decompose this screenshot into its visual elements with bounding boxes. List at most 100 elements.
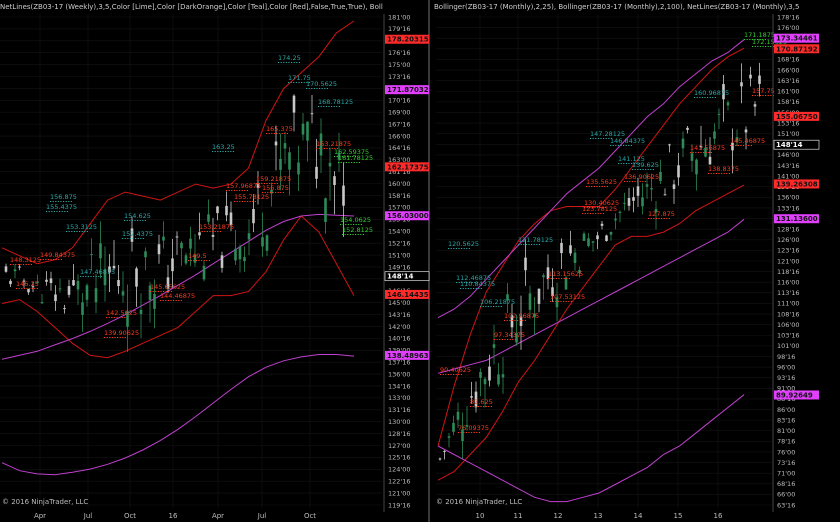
candle-body <box>85 285 89 300</box>
candle-body <box>470 396 473 398</box>
level-label: 102.96875 <box>504 312 539 320</box>
price-tag <box>385 85 429 95</box>
y-tick-label: 93'16 <box>777 374 795 382</box>
y-tick-label: 130'00 <box>388 418 410 426</box>
level-label: 163.25 <box>212 143 235 151</box>
candle-body <box>686 127 689 130</box>
level-label: 139.90625 <box>104 329 139 337</box>
level-label: 127.875 <box>648 210 675 218</box>
y-tick-label: 131'16 <box>388 406 410 414</box>
candle-body <box>614 218 617 221</box>
candle-body <box>623 202 626 204</box>
y-tick-label: 121'00 <box>388 489 410 497</box>
indicator-line <box>1 213 355 360</box>
y-tick-label: 113'16 <box>777 289 799 297</box>
candle-body <box>740 82 743 87</box>
candle-body <box>483 378 487 385</box>
y-tick-label: 128'16 <box>388 430 410 438</box>
x-tick-label: Jul <box>83 512 93 520</box>
candle-body <box>560 242 563 254</box>
y-tick-label: 78'16 <box>777 438 795 446</box>
level-label: 152.8125 <box>342 226 373 234</box>
x-tick-label: Apr <box>212 512 224 520</box>
y-tick-label: 176'16 <box>388 49 410 57</box>
y-tick-label: 103'16 <box>777 332 799 340</box>
candle-body <box>461 429 464 442</box>
candle-body <box>4 266 8 272</box>
price-tag-label: 173.34461 <box>776 35 818 43</box>
candle-body <box>542 275 545 278</box>
candle-body <box>9 280 12 285</box>
candle-body <box>447 436 451 438</box>
y-tick-label: 141'00 <box>777 172 799 180</box>
candle-body <box>49 278 53 284</box>
candle-body <box>600 223 604 226</box>
price-tag-label: 138.48963 <box>387 352 429 360</box>
candle-body <box>659 171 662 181</box>
y-tick-label: 179'16 <box>388 25 410 33</box>
level-label: 146.25 <box>16 280 39 288</box>
candle-body <box>301 123 305 135</box>
level-label: 163.21875 <box>316 140 351 148</box>
price-tag <box>774 44 819 54</box>
candle-body <box>578 269 581 274</box>
candle-body <box>519 316 523 327</box>
candle-body <box>90 254 93 256</box>
candle-body <box>256 183 260 188</box>
price-axis[interactable]: 63'16 66'00 68'16 71'00 73'16 76'00 78'16 81'00… <box>772 13 799 512</box>
candle-body <box>135 268 138 287</box>
candle-body <box>551 287 554 297</box>
indicator-line <box>437 47 745 447</box>
price-candles <box>4 94 345 353</box>
level-label: 171.75 <box>288 74 311 82</box>
candle-body <box>157 244 161 255</box>
candle-body <box>175 236 179 238</box>
y-tick-label: 163'16 <box>777 77 799 85</box>
monthly-chart-panel[interactable]: Bollinger(ZB03-17 (Monthly),2,25), Bolli… <box>434 3 820 520</box>
candle-body <box>121 291 125 296</box>
price-tag-label: 155.06750 <box>776 113 818 121</box>
y-tick-label: 176'00 <box>777 24 799 32</box>
level-label: 157.75 <box>752 87 775 95</box>
candle-body <box>306 121 309 141</box>
candle-body <box>690 153 694 161</box>
weekly-chart-panel[interactable]: NetLines(ZB03-17 (Weekly),3,5,Color [Lim… <box>0 3 430 520</box>
candle-body <box>148 285 152 301</box>
candle-body <box>704 147 707 157</box>
candle-body <box>533 313 536 318</box>
y-tick-label: 106'00 <box>777 321 799 329</box>
price-tag-label: 131.13600 <box>776 215 818 223</box>
level-label: 157.96875 <box>226 182 261 190</box>
candle-body <box>555 297 559 308</box>
candle-body <box>492 344 496 348</box>
y-tick-label: 124'00 <box>388 466 410 474</box>
time-axis[interactable]: 10 11 12 13 14 15 16 <box>476 512 723 520</box>
level-label: 148.3125 <box>10 256 41 264</box>
candle-body <box>708 156 712 165</box>
x-tick-label: Oct <box>304 512 316 520</box>
candle-body <box>76 280 80 290</box>
candle-body <box>94 288 98 303</box>
candle-body <box>546 267 550 280</box>
level-label: 161.78125 <box>338 154 373 162</box>
y-tick-label: 139'00 <box>388 347 410 355</box>
time-axis[interactable]: Apr Jul Oct 16 Apr Jul Oct <box>34 512 316 520</box>
candle-body <box>229 212 233 226</box>
x-tick-label: 13 <box>594 512 603 520</box>
candle-body <box>605 235 608 241</box>
candle-body <box>261 237 264 247</box>
price-tag-label: 89.92649 <box>776 391 813 399</box>
candle-body <box>184 255 188 264</box>
x-tick-label: 12 <box>554 512 563 520</box>
candle-body <box>274 141 278 146</box>
candle-body <box>238 246 242 260</box>
candle-body <box>211 234 215 237</box>
x-tick-label: 16 <box>714 512 723 520</box>
level-label: 152.4375 <box>122 230 153 238</box>
candle-body <box>632 197 635 201</box>
candle-body <box>758 75 761 84</box>
y-tick-label: 96'00 <box>777 363 795 371</box>
x-tick-label: Apr <box>34 512 46 520</box>
candle-body <box>288 152 291 170</box>
y-tick-label: 125'16 <box>388 454 410 462</box>
